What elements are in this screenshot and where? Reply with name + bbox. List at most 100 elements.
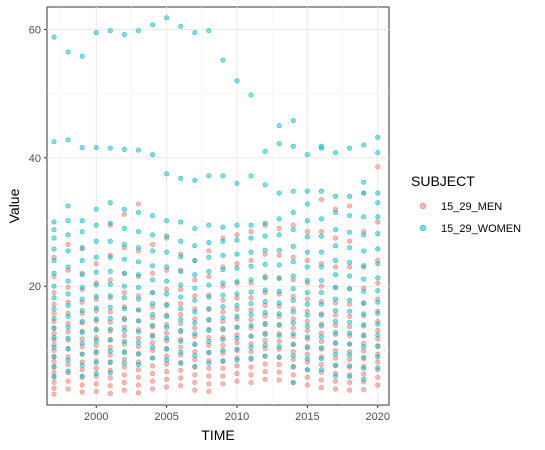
point-women <box>347 229 353 235</box>
point-women <box>178 219 184 225</box>
point-women <box>79 145 85 151</box>
point-women <box>304 334 310 340</box>
point-women <box>375 332 381 338</box>
point-women <box>347 213 353 219</box>
point-women <box>79 296 85 302</box>
point-women <box>164 233 170 239</box>
point-men <box>192 325 198 331</box>
point-women <box>220 252 226 258</box>
point-men <box>79 367 85 373</box>
point-women <box>178 268 184 274</box>
point-men <box>318 362 324 368</box>
point-women <box>262 220 268 226</box>
point-women <box>347 374 353 380</box>
point-men <box>347 324 353 330</box>
point-men <box>361 387 367 393</box>
point-women <box>121 283 127 289</box>
point-women <box>65 346 71 352</box>
point-women <box>220 347 226 353</box>
point-women <box>361 288 367 294</box>
point-men <box>290 372 296 378</box>
point-women <box>234 335 240 341</box>
point-women <box>234 313 240 319</box>
point-women <box>262 261 268 267</box>
point-men <box>248 349 254 355</box>
point-women <box>150 344 156 350</box>
point-women <box>318 290 324 296</box>
point-women <box>248 222 254 228</box>
point-women <box>318 323 324 329</box>
point-women <box>361 142 367 148</box>
point-men <box>164 286 170 292</box>
point-women <box>192 285 198 291</box>
point-men <box>248 372 254 378</box>
point-men <box>318 283 324 289</box>
point-women <box>375 214 381 220</box>
point-women <box>304 264 310 270</box>
point-men <box>51 301 57 307</box>
point-women <box>276 333 282 339</box>
point-women <box>361 322 367 328</box>
point-men <box>276 377 282 383</box>
point-women <box>164 249 170 255</box>
point-women <box>234 357 240 363</box>
point-women <box>290 342 296 348</box>
point-women <box>121 349 127 355</box>
point-men <box>150 270 156 276</box>
point-men <box>135 374 141 380</box>
x-tick-label: 2000 <box>84 411 108 423</box>
point-women <box>262 310 268 316</box>
point-women <box>93 206 99 212</box>
point-women <box>93 349 99 355</box>
point-women <box>121 32 127 38</box>
point-women <box>135 307 141 313</box>
point-women <box>206 173 212 179</box>
point-women <box>65 137 71 143</box>
point-women <box>65 368 71 374</box>
point-women <box>51 373 57 379</box>
point-women <box>234 237 240 243</box>
point-women <box>65 302 71 308</box>
point-women <box>248 277 254 283</box>
point-women <box>79 285 85 291</box>
point-women <box>276 247 282 253</box>
point-women <box>276 344 282 350</box>
point-women <box>333 351 339 357</box>
point-women <box>206 317 212 323</box>
point-women <box>248 289 254 295</box>
point-women <box>79 340 85 346</box>
point-men <box>164 330 170 336</box>
point-men <box>121 380 127 386</box>
point-men <box>121 372 127 378</box>
point-men <box>276 252 282 258</box>
point-men <box>361 371 367 377</box>
point-women <box>178 328 184 334</box>
point-men <box>51 290 57 296</box>
point-women <box>304 323 310 329</box>
point-women <box>248 301 254 307</box>
point-men <box>333 235 339 241</box>
point-women <box>206 349 212 355</box>
point-women <box>220 292 226 298</box>
point-men <box>192 293 198 299</box>
point-women <box>164 302 170 308</box>
point-women <box>206 328 212 334</box>
point-women <box>248 173 254 179</box>
point-women <box>375 231 381 237</box>
point-women <box>290 143 296 149</box>
point-women <box>107 326 113 332</box>
point-men <box>234 378 240 384</box>
y-tick-label: 60 <box>29 24 41 36</box>
point-women <box>290 309 296 315</box>
point-women <box>51 283 57 289</box>
point-women <box>276 190 282 196</box>
point-men <box>234 261 240 267</box>
point-men <box>206 381 212 387</box>
point-women <box>51 219 57 225</box>
point-women <box>262 320 268 326</box>
point-men <box>65 242 71 248</box>
point-men <box>220 297 226 303</box>
point-women <box>135 259 141 265</box>
x-tick-label: 2020 <box>365 411 389 423</box>
